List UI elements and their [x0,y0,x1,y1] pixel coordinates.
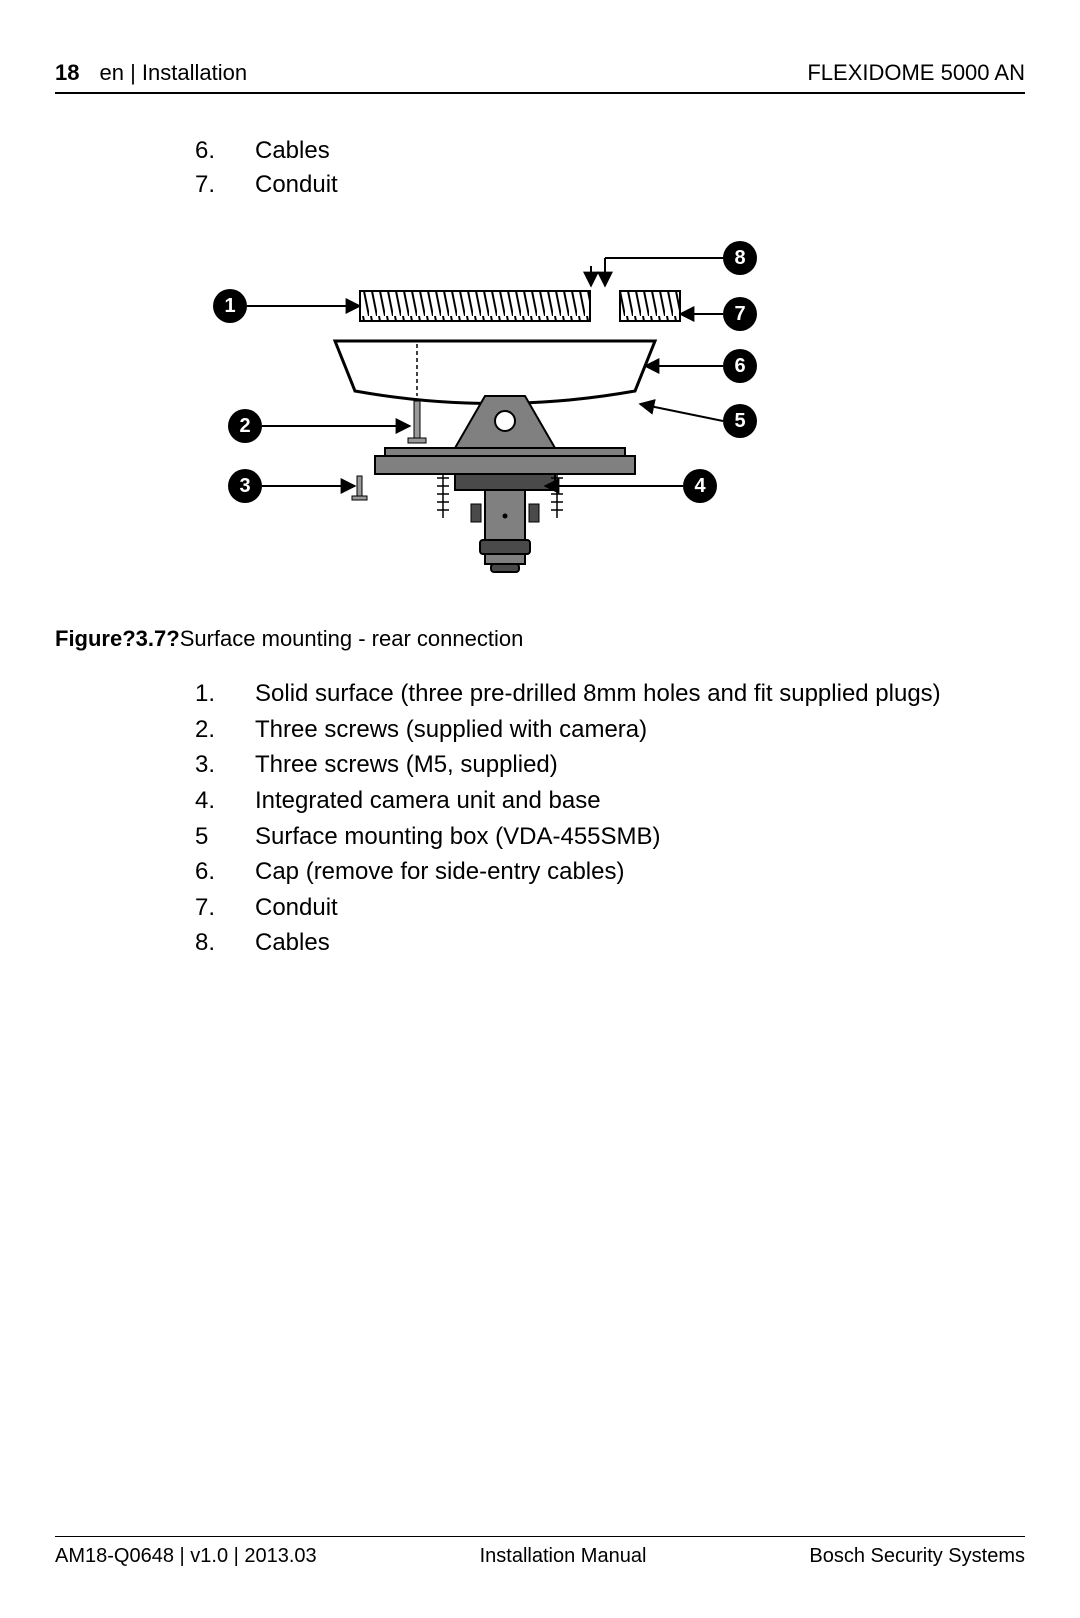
top-list: 6. Cables 7. Conduit [195,134,1025,201]
footer-left: AM18-Q0648 | v1.0 | 2013.03 [55,1545,317,1568]
svg-text:6: 6 [734,355,745,377]
list-item: 8.Cables [195,926,1025,960]
list-item: 7. Conduit [195,168,1025,202]
page-header: 18 en | Installation FLEXIDOME 5000 AN [55,60,1025,94]
section-label: en | Installation [99,60,247,86]
list-item: 1.Solid surface (three pre-drilled 8mm h… [195,677,1025,711]
list-item: 5Surface mounting box (VDA-455SMB) [195,820,1025,854]
svg-text:8: 8 [734,247,745,269]
svg-text:1: 1 [224,295,235,317]
page-number: 18 [55,60,79,86]
product-name: FLEXIDOME 5000 AN [807,60,1025,86]
footer-right: Bosch Security Systems [809,1545,1025,1568]
svg-text:3: 3 [239,475,250,497]
svg-text:7: 7 [734,303,745,325]
list-item: 7.Conduit [195,891,1025,925]
list-item: 6. Cables [195,134,1025,168]
svg-text:2: 2 [239,415,250,437]
list-item: 2.Three screws (supplied with camera) [195,713,1025,747]
svg-text:5: 5 [734,410,745,432]
figure-legend: 1.Solid surface (three pre-drilled 8mm h… [195,677,1025,960]
list-item: 4.Integrated camera unit and base [195,784,1025,818]
footer-center: Installation Manual [480,1545,647,1568]
list-item: 6.Cap (remove for side-entry cables) [195,855,1025,889]
svg-text:4: 4 [694,475,706,497]
page-footer: AM18-Q0648 | v1.0 | 2013.03 Installation… [55,1536,1025,1568]
figure-diagram: 1 2 3 4 5 6 7 8 [185,226,785,606]
figure-caption: Figure?3.7?Surface mounting - rear conne… [55,626,1025,652]
list-item: 3.Three screws (M5, supplied) [195,748,1025,782]
